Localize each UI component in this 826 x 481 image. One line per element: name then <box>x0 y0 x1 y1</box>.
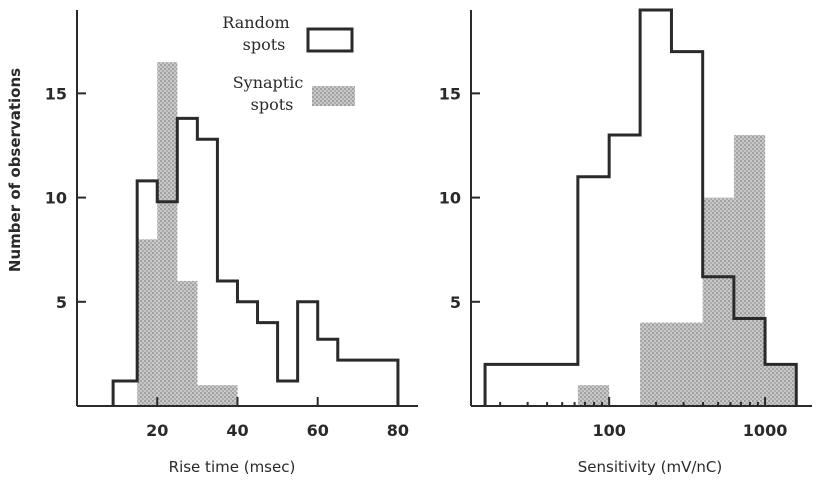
synaptic-bar <box>177 280 198 406</box>
synaptic-bar <box>765 364 797 406</box>
synaptic-bar <box>577 385 610 406</box>
legend-synaptic-swatch <box>312 86 355 106</box>
y-tick-label: 10 <box>439 189 461 208</box>
y-tick-label: 5 <box>450 293 461 312</box>
left-x-ticks: 20 40 60 80 <box>146 397 409 440</box>
synaptic-bar <box>702 197 734 406</box>
x-tick-label: 100 <box>592 421 625 440</box>
synaptic-bars-layer <box>137 62 238 407</box>
synaptic-bar <box>137 239 158 406</box>
x-tick-label: 20 <box>146 421 168 440</box>
x-tick-label: 1000 <box>743 421 788 440</box>
left-y-ticks: 5 10 15 <box>45 84 86 312</box>
x-tick-label: 60 <box>307 421 329 440</box>
synaptic-bar <box>733 135 766 407</box>
legend-synaptic-line1: Synaptic <box>233 73 304 92</box>
y-tick-label: 5 <box>56 293 67 312</box>
x-tick-label: 40 <box>226 421 248 440</box>
y-tick-label: 10 <box>45 189 67 208</box>
y-tick-label: 15 <box>45 84 67 103</box>
legend-synaptic-line2: spots <box>251 95 294 114</box>
synaptic-bar <box>197 385 218 406</box>
right-x-ticks: 100 1000 <box>499 397 788 440</box>
sensitivity-histogram: 100 1000 5 10 15 Sensitivity (mV/nC) <box>439 8 812 476</box>
legend-random-line2: spots <box>243 35 286 54</box>
synaptic-bar <box>640 322 672 406</box>
synaptic-bars-layer-right <box>577 135 797 407</box>
legend: Random spots Synaptic spots <box>222 13 355 114</box>
left-axes <box>76 10 418 407</box>
random-spots-outline-right <box>483 8 798 406</box>
y-axis-label: Number of observations <box>6 68 24 272</box>
y-tick-label: 15 <box>439 84 461 103</box>
synaptic-bar <box>157 62 178 407</box>
left-x-axis-label: Rise time (msec) <box>169 458 296 476</box>
rise-time-histogram: 20 40 60 80 5 10 15 Rise time (msec) Number o… <box>6 10 418 476</box>
legend-random-line1: Random <box>222 13 289 32</box>
legend-random-swatch <box>306 27 354 53</box>
right-y-ticks: 5 10 15 <box>439 84 480 312</box>
x-tick-label: 80 <box>387 421 409 440</box>
right-x-axis-label: Sensitivity (mV/nC) <box>578 458 722 476</box>
synaptic-bar <box>671 322 703 406</box>
random-spots-outline <box>111 116 400 406</box>
synaptic-bar <box>217 385 238 406</box>
